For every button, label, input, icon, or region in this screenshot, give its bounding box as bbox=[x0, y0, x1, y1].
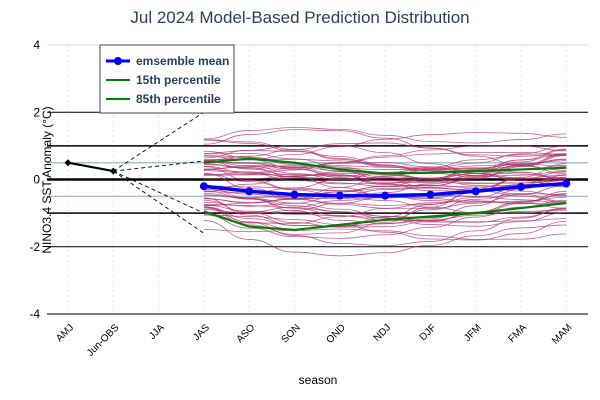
ensemble-member-49 bbox=[203, 194, 567, 223]
chart-title: Jul 2024 Model-Based Prediction Distribu… bbox=[130, 8, 469, 27]
x-tick-label-5: SON bbox=[280, 322, 303, 345]
mean-point-3 bbox=[335, 191, 344, 200]
x-tick-label-6: OND bbox=[324, 322, 348, 346]
ensemble-member-45 bbox=[203, 214, 567, 241]
ensemble-member-37 bbox=[203, 200, 567, 224]
observed-layer bbox=[64, 159, 117, 175]
ensemble-member-43 bbox=[203, 158, 567, 181]
ensemble-member-47 bbox=[203, 184, 567, 198]
mean-point-4 bbox=[381, 191, 390, 200]
plume-envelope bbox=[113, 111, 205, 234]
x-tick-label-1: Jun-OBS bbox=[85, 322, 122, 359]
legend-label-p85: 85th percentile bbox=[136, 92, 221, 106]
mean-point-2 bbox=[290, 190, 299, 199]
ensemble-member-1 bbox=[203, 144, 567, 180]
ensemble-member-56 bbox=[203, 187, 567, 207]
x-axis-ticks: AMJ Jun-OBS JJA JAS ASO SON OND NDJ DJF JFM FMA MAM bbox=[54, 322, 574, 359]
mean-point-6 bbox=[471, 187, 480, 196]
mean-point-8 bbox=[562, 179, 571, 188]
mean-point-0 bbox=[199, 182, 208, 191]
ensemble-member-4 bbox=[203, 194, 567, 228]
legend-label-p15: 15th percentile bbox=[136, 73, 221, 87]
y-axis-ticks: -4 -2 0 2 4 bbox=[29, 38, 40, 321]
mean-point-1 bbox=[245, 187, 254, 196]
ensemble-member-44 bbox=[203, 159, 567, 170]
ensemble-member-52 bbox=[203, 204, 567, 223]
x-tick-label-11: MAM bbox=[550, 322, 574, 346]
ensemble-member-59 bbox=[203, 129, 567, 157]
ensemble-member-34 bbox=[203, 154, 567, 185]
ensemble-member-24 bbox=[203, 159, 567, 184]
x-tick-label-0: AMJ bbox=[54, 322, 76, 344]
plume-connector-2 bbox=[113, 170, 205, 214]
x-tick-label-9: JFM bbox=[462, 322, 484, 344]
mean-point-5 bbox=[426, 190, 435, 199]
y-tick-label-0: -4 bbox=[29, 307, 40, 321]
legend: emsemble mean 15th percentile 85th perce… bbox=[99, 44, 235, 114]
ensemble-member-53 bbox=[203, 206, 567, 227]
x-tick-label-4: ASO bbox=[235, 322, 258, 345]
observed-line bbox=[67, 161, 114, 173]
ensemble-member-51 bbox=[203, 196, 567, 214]
x-axis-label: season bbox=[299, 373, 338, 387]
y-axis-label: NINO3.4 SST Anomaly (°C) bbox=[40, 106, 54, 253]
legend-marker-mean bbox=[114, 57, 122, 65]
series-layer bbox=[199, 157, 571, 232]
x-tick-label-2: JJA bbox=[147, 322, 167, 342]
y-tick-label-1: -2 bbox=[29, 240, 40, 254]
x-tick-label-3: JAS bbox=[191, 322, 212, 343]
observed-point-0 bbox=[64, 159, 72, 167]
ensemble-member-33 bbox=[203, 142, 567, 175]
y-tick-label-3: 2 bbox=[33, 105, 40, 119]
ensemble-member-39 bbox=[203, 127, 567, 144]
observed-point-1 bbox=[109, 167, 117, 175]
x-tick-label-7: NDJ bbox=[372, 322, 394, 344]
y-tick-label-4: 4 bbox=[33, 38, 40, 52]
series-line-2 bbox=[203, 157, 567, 175]
ensemble-member-21 bbox=[203, 220, 567, 257]
ensemble-members bbox=[203, 127, 567, 257]
x-tick-label-8: DJF bbox=[418, 322, 439, 343]
ensemble-member-42 bbox=[203, 228, 567, 240]
legend-label-mean: emsemble mean bbox=[136, 54, 229, 68]
ensemble-member-5 bbox=[203, 145, 567, 169]
plume-connector-1 bbox=[113, 160, 204, 172]
plume-connector-3 bbox=[113, 170, 205, 234]
ensemble-member-10 bbox=[203, 162, 567, 188]
y-tick-label-2: 0 bbox=[33, 173, 40, 187]
ensemble-member-6 bbox=[203, 148, 567, 179]
series-line-1 bbox=[203, 201, 567, 232]
x-tick-label-10: FMA bbox=[506, 322, 529, 345]
mean-point-7 bbox=[517, 182, 525, 191]
